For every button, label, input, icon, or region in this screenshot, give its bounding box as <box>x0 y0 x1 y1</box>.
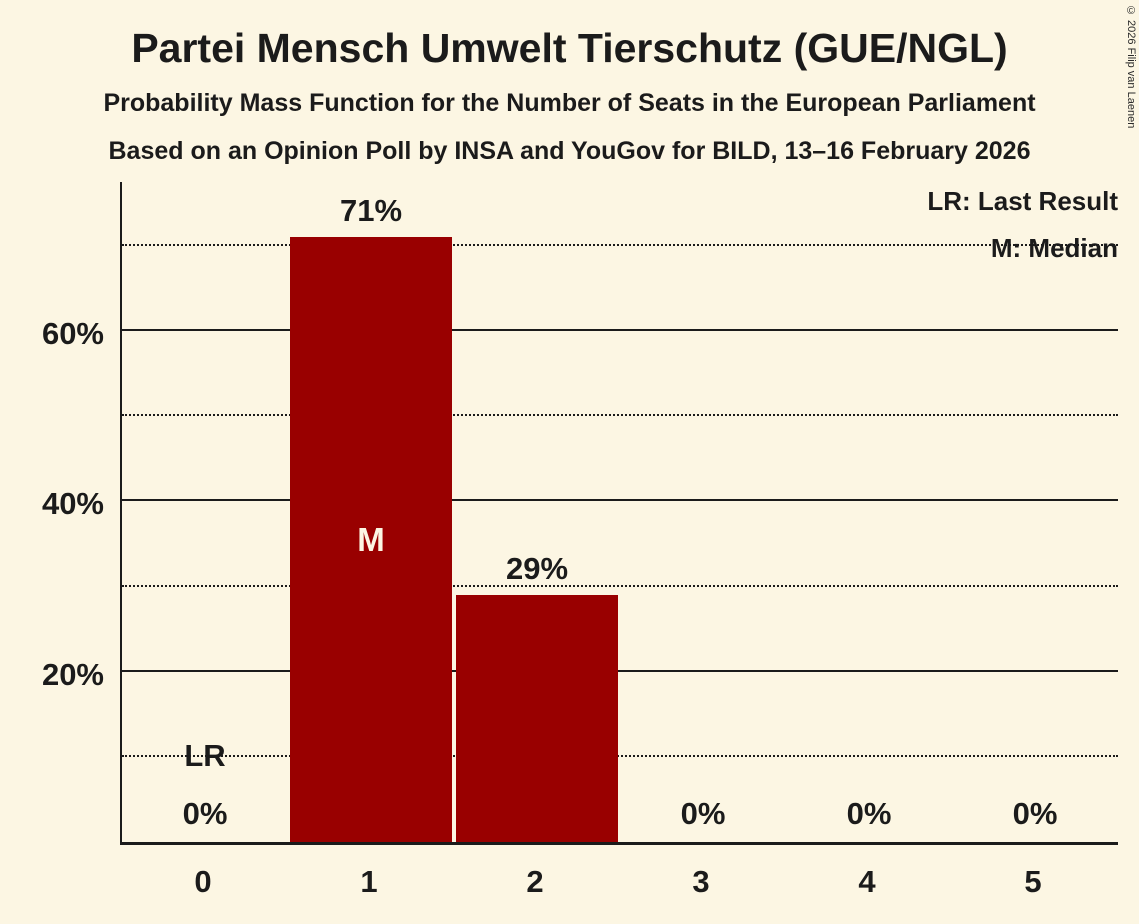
bar-value-label-0: 0% <box>182 796 228 831</box>
y-axis-labels: 20% 40% 60% <box>0 182 104 845</box>
chart-subtitle-line2: Based on an Opinion Poll by INSA and You… <box>108 137 1031 165</box>
legend-last-result: LR: Last Result <box>927 186 1118 216</box>
bar-value-label-1: 71% <box>339 193 403 229</box>
legend-median: M: Median <box>990 233 1118 263</box>
gridline-dotted-50 <box>122 414 1118 417</box>
x-axis-label-0: 0 <box>194 864 212 899</box>
x-axis-label-5: 5 <box>1024 864 1042 899</box>
bar-seats-1: M <box>290 237 452 842</box>
median-marker-label: M <box>357 520 385 558</box>
plot-area: 0% LR M 71% 29% 0% 0% 0% <box>120 182 1118 845</box>
copyright-notice: © 2026 Filip van Laenen <box>1125 5 1137 129</box>
bar-value-label-5: 0% <box>1012 796 1058 831</box>
gridline-solid-20 <box>122 669 1118 672</box>
chart-subtitle-line1: Probability Mass Function for the Number… <box>103 89 1036 117</box>
bar-value-label-2: 29% <box>505 551 569 587</box>
y-axis-label-40: 40% <box>41 486 104 522</box>
gridline-solid-60 <box>122 329 1118 332</box>
x-axis-label-1: 1 <box>360 864 378 899</box>
last-result-marker-label: LR <box>184 738 226 773</box>
bar-value-label-4: 0% <box>846 796 892 831</box>
x-axis-labels: 0 1 2 3 4 5 <box>120 848 1118 908</box>
x-axis-label-2: 2 <box>526 864 544 899</box>
chart-title: Partei Mensch Umwelt Tierschutz (GUE/NGL… <box>131 25 1008 71</box>
y-axis-label-20: 20% <box>41 656 104 692</box>
bar-seats-2 <box>456 595 618 842</box>
gridline-dotted-70 <box>122 243 1118 246</box>
x-axis-label-4: 4 <box>858 864 876 899</box>
gridline-dotted-10 <box>122 754 1118 757</box>
gridline-solid-40 <box>122 499 1118 502</box>
y-axis-label-60: 60% <box>41 316 104 352</box>
x-axis-label-3: 3 <box>692 864 710 899</box>
gridline-dotted-30 <box>122 584 1118 587</box>
bar-value-label-3: 0% <box>680 796 726 831</box>
